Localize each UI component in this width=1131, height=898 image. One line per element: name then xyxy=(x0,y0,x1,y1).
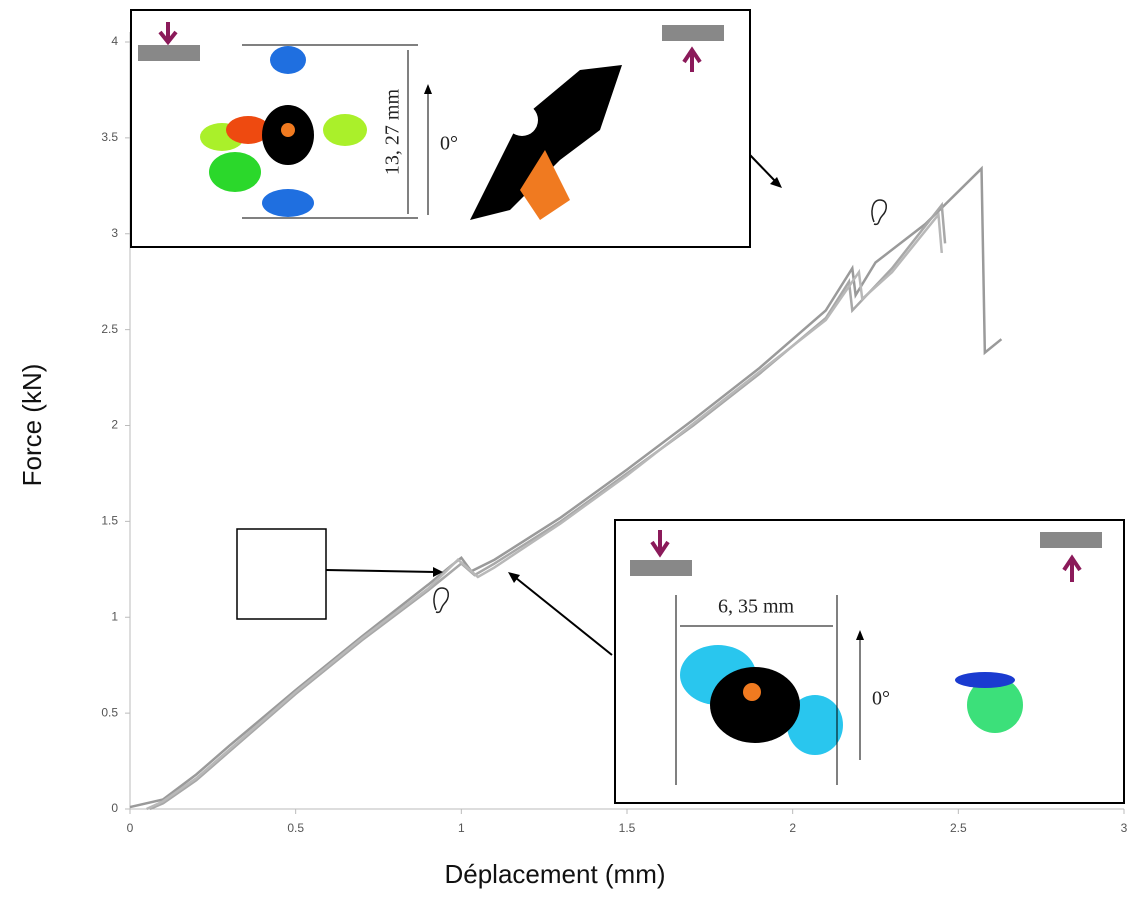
y-tick-label: 2.5 xyxy=(101,322,118,336)
y-tick-label: 3 xyxy=(111,226,118,240)
dimension-label: 13, 27 mm xyxy=(382,89,404,176)
x-tick-label: 0.5 xyxy=(287,821,304,835)
y-tick-label: 0.5 xyxy=(101,705,118,719)
empty-box xyxy=(236,528,327,620)
arrow xyxy=(325,569,436,573)
data-line xyxy=(149,201,947,811)
plot-area: 0 0.5 1 1.5 2 2.5 3 0 0.5 1 1.5 2 2.5 3 3.5 4 xyxy=(101,32,1128,835)
y-tick-label: 1 xyxy=(111,609,118,623)
arrow xyxy=(749,154,777,183)
arrow-head xyxy=(856,630,864,640)
x-tick-label: 0 xyxy=(127,821,134,835)
icon xyxy=(650,530,670,558)
icon xyxy=(630,560,692,576)
y-tick-label: 2 xyxy=(111,418,118,432)
blob xyxy=(209,152,261,192)
data-line xyxy=(129,165,1003,809)
icon xyxy=(138,45,200,61)
blob xyxy=(270,46,306,74)
blob xyxy=(470,65,622,220)
x-tick-label: 1 xyxy=(458,821,465,835)
blob xyxy=(262,189,314,217)
blob xyxy=(520,150,570,220)
arrow xyxy=(515,577,613,656)
arrow-head xyxy=(508,572,520,583)
blob xyxy=(955,672,1015,688)
dimension-label: 6, 35 mm xyxy=(718,596,795,618)
ear-icon xyxy=(433,587,449,614)
y-tick-label: 4 xyxy=(111,34,118,48)
icon xyxy=(662,25,724,41)
icon xyxy=(1040,532,1102,548)
data-line xyxy=(146,211,944,811)
blob xyxy=(710,667,800,743)
blob xyxy=(506,104,538,136)
x-tick-label: 2 xyxy=(789,821,796,835)
bottom-inset: 6, 35 mm 0° xyxy=(614,519,1125,804)
angle-label: 0° xyxy=(440,133,458,155)
blob xyxy=(226,116,270,144)
angle-label: 0° xyxy=(872,688,890,710)
x-tick-label: 1.5 xyxy=(619,821,636,835)
x-axis-title: Déplacement (mm) xyxy=(444,859,665,889)
arrow-head xyxy=(433,567,443,577)
blob xyxy=(787,695,843,755)
y-tick-label: 3.5 xyxy=(101,130,118,144)
ear-icon xyxy=(871,199,887,226)
arrow-head xyxy=(424,84,432,94)
blob xyxy=(967,677,1023,733)
blob xyxy=(323,114,367,146)
arrow-head xyxy=(770,177,782,188)
y-axis-title: Force (kN) xyxy=(17,364,47,487)
blob xyxy=(281,123,295,137)
x-tick-label: 2.5 xyxy=(950,821,967,835)
blob xyxy=(743,683,761,701)
icon xyxy=(158,22,178,46)
icon xyxy=(1062,554,1082,582)
icon xyxy=(682,46,702,72)
y-tick-label: 1.5 xyxy=(101,514,118,528)
y-tick-label: 0 xyxy=(111,801,118,815)
x-tick-label: 3 xyxy=(1121,821,1128,835)
top-inset: 13, 27 mm 0° xyxy=(130,9,751,248)
